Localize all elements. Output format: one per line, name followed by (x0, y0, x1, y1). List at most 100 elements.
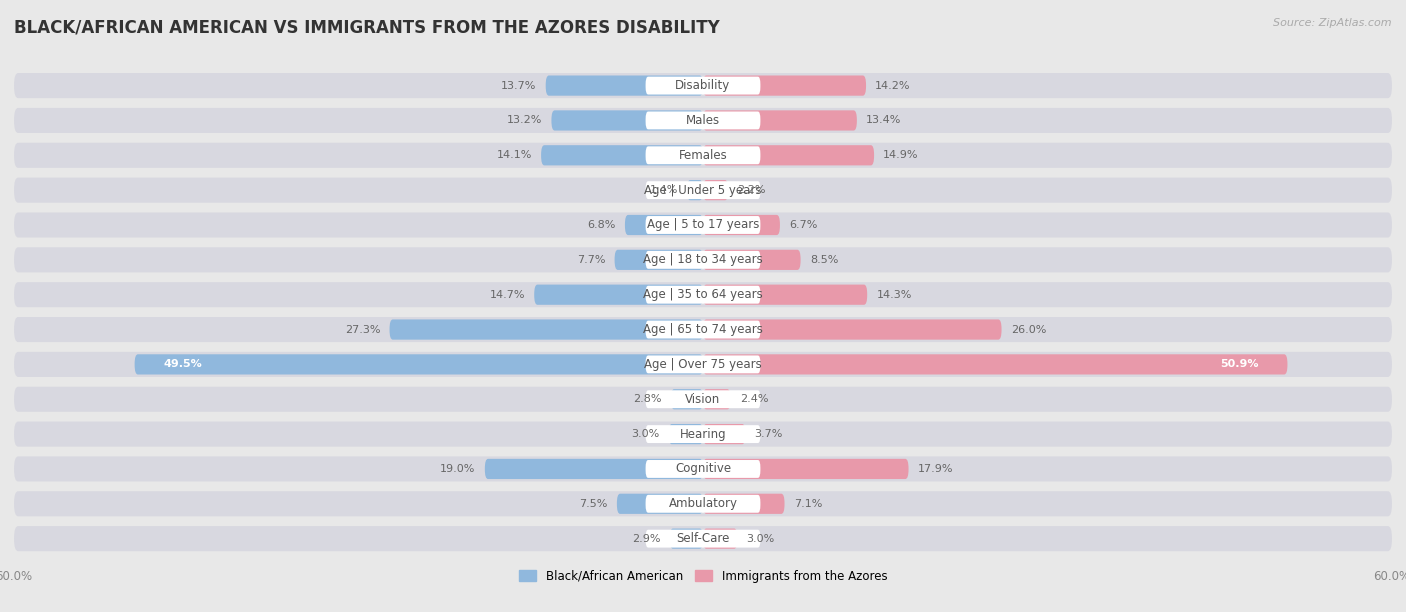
FancyBboxPatch shape (14, 143, 1392, 168)
FancyBboxPatch shape (14, 491, 1392, 517)
FancyBboxPatch shape (645, 356, 761, 373)
Text: 6.7%: 6.7% (789, 220, 817, 230)
FancyBboxPatch shape (703, 424, 745, 444)
Text: 14.3%: 14.3% (876, 289, 911, 300)
Text: 3.0%: 3.0% (631, 429, 659, 439)
FancyBboxPatch shape (389, 319, 703, 340)
Text: Age | 35 to 64 years: Age | 35 to 64 years (643, 288, 763, 301)
FancyBboxPatch shape (703, 110, 856, 130)
FancyBboxPatch shape (703, 180, 728, 200)
FancyBboxPatch shape (645, 286, 761, 304)
FancyBboxPatch shape (645, 460, 761, 478)
FancyBboxPatch shape (671, 389, 703, 409)
Text: 3.7%: 3.7% (755, 429, 783, 439)
FancyBboxPatch shape (645, 216, 761, 234)
Text: Ambulatory: Ambulatory (668, 498, 738, 510)
Text: 6.8%: 6.8% (588, 220, 616, 230)
Text: 17.9%: 17.9% (918, 464, 953, 474)
Text: Source: ZipAtlas.com: Source: ZipAtlas.com (1274, 18, 1392, 28)
Text: Cognitive: Cognitive (675, 463, 731, 476)
Text: 13.2%: 13.2% (508, 116, 543, 125)
FancyBboxPatch shape (14, 73, 1392, 98)
FancyBboxPatch shape (624, 215, 703, 235)
FancyBboxPatch shape (485, 459, 703, 479)
FancyBboxPatch shape (14, 317, 1392, 342)
FancyBboxPatch shape (14, 177, 1392, 203)
Text: 2.8%: 2.8% (633, 394, 662, 405)
FancyBboxPatch shape (703, 529, 738, 549)
FancyBboxPatch shape (669, 529, 703, 549)
Text: 13.4%: 13.4% (866, 116, 901, 125)
Text: 27.3%: 27.3% (344, 324, 381, 335)
FancyBboxPatch shape (645, 146, 761, 164)
FancyBboxPatch shape (645, 181, 761, 199)
Text: 14.7%: 14.7% (489, 289, 524, 300)
FancyBboxPatch shape (541, 145, 703, 165)
FancyBboxPatch shape (703, 354, 1288, 375)
Text: 2.4%: 2.4% (740, 394, 768, 405)
Text: 13.7%: 13.7% (501, 81, 537, 91)
Text: 2.9%: 2.9% (633, 534, 661, 543)
FancyBboxPatch shape (703, 145, 875, 165)
Text: Females: Females (679, 149, 727, 162)
Text: Age | 5 to 17 years: Age | 5 to 17 years (647, 218, 759, 231)
FancyBboxPatch shape (14, 282, 1392, 307)
FancyBboxPatch shape (645, 111, 761, 129)
FancyBboxPatch shape (645, 251, 761, 269)
Text: 3.0%: 3.0% (747, 534, 775, 543)
Text: 8.5%: 8.5% (810, 255, 838, 265)
Text: 14.1%: 14.1% (496, 151, 531, 160)
Text: 1.4%: 1.4% (650, 185, 678, 195)
Legend: Black/African American, Immigrants from the Azores: Black/African American, Immigrants from … (513, 565, 893, 588)
FancyBboxPatch shape (645, 321, 761, 338)
Text: 50.9%: 50.9% (1220, 359, 1258, 370)
FancyBboxPatch shape (703, 319, 1001, 340)
FancyBboxPatch shape (617, 494, 703, 514)
Text: Age | 65 to 74 years: Age | 65 to 74 years (643, 323, 763, 336)
FancyBboxPatch shape (688, 180, 703, 200)
FancyBboxPatch shape (14, 352, 1392, 377)
FancyBboxPatch shape (14, 387, 1392, 412)
Text: Age | 18 to 34 years: Age | 18 to 34 years (643, 253, 763, 266)
FancyBboxPatch shape (534, 285, 703, 305)
FancyBboxPatch shape (14, 212, 1392, 237)
FancyBboxPatch shape (669, 424, 703, 444)
Text: 26.0%: 26.0% (1011, 324, 1046, 335)
Text: Males: Males (686, 114, 720, 127)
Text: 19.0%: 19.0% (440, 464, 475, 474)
FancyBboxPatch shape (14, 108, 1392, 133)
FancyBboxPatch shape (14, 422, 1392, 447)
FancyBboxPatch shape (703, 389, 731, 409)
FancyBboxPatch shape (135, 354, 703, 375)
FancyBboxPatch shape (546, 75, 703, 95)
Text: 14.2%: 14.2% (875, 81, 911, 91)
FancyBboxPatch shape (703, 215, 780, 235)
Text: Age | Over 75 years: Age | Over 75 years (644, 358, 762, 371)
Text: Age | Under 5 years: Age | Under 5 years (644, 184, 762, 196)
FancyBboxPatch shape (645, 530, 761, 548)
Text: 2.2%: 2.2% (738, 185, 766, 195)
FancyBboxPatch shape (645, 390, 761, 408)
FancyBboxPatch shape (14, 247, 1392, 272)
FancyBboxPatch shape (14, 526, 1392, 551)
FancyBboxPatch shape (703, 285, 868, 305)
FancyBboxPatch shape (703, 250, 800, 270)
Text: 49.5%: 49.5% (163, 359, 202, 370)
Text: 14.9%: 14.9% (883, 151, 918, 160)
Text: Hearing: Hearing (679, 428, 727, 441)
FancyBboxPatch shape (645, 425, 761, 443)
Text: Self-Care: Self-Care (676, 532, 730, 545)
FancyBboxPatch shape (551, 110, 703, 130)
Text: Disability: Disability (675, 79, 731, 92)
Text: 7.7%: 7.7% (576, 255, 606, 265)
FancyBboxPatch shape (645, 76, 761, 94)
FancyBboxPatch shape (614, 250, 703, 270)
FancyBboxPatch shape (703, 459, 908, 479)
FancyBboxPatch shape (14, 457, 1392, 482)
Text: BLACK/AFRICAN AMERICAN VS IMMIGRANTS FROM THE AZORES DISABILITY: BLACK/AFRICAN AMERICAN VS IMMIGRANTS FRO… (14, 18, 720, 36)
Text: 7.1%: 7.1% (794, 499, 823, 509)
Text: Vision: Vision (685, 393, 721, 406)
FancyBboxPatch shape (645, 495, 761, 513)
FancyBboxPatch shape (703, 494, 785, 514)
FancyBboxPatch shape (703, 75, 866, 95)
